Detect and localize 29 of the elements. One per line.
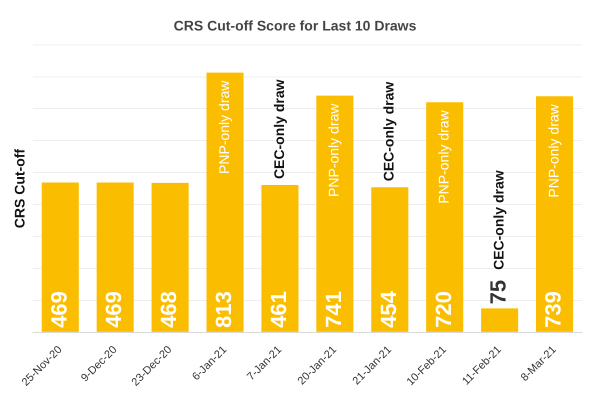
bar bbox=[206, 72, 244, 332]
bar bbox=[481, 308, 518, 332]
bar bbox=[536, 96, 574, 332]
data-label: 461 bbox=[266, 291, 292, 328]
bar bbox=[426, 102, 464, 332]
data-label: 720 bbox=[430, 291, 456, 328]
annotation: PNP-only draw bbox=[326, 102, 342, 197]
data-label: 739 bbox=[540, 291, 566, 328]
y-axis-title: CRS Cut-off bbox=[11, 148, 28, 228]
chart-title: CRS Cut-off Score for Last 10 Draws bbox=[174, 17, 417, 34]
data-label: 454 bbox=[376, 290, 401, 328]
annotation: CEC-only draw bbox=[490, 170, 506, 270]
data-label: 813 bbox=[211, 291, 236, 328]
bar bbox=[42, 182, 79, 332]
bar bbox=[261, 185, 298, 332]
data-label: 741 bbox=[320, 291, 346, 328]
annotation: PNP-only draw bbox=[216, 80, 232, 174]
annotation: CEC-only draw bbox=[270, 79, 287, 180]
data-label: 469 bbox=[46, 291, 72, 328]
annotation: CEC-only draw bbox=[380, 82, 397, 182]
bar bbox=[371, 187, 408, 332]
bar bbox=[96, 182, 134, 332]
annotation: PNP-only draw bbox=[545, 103, 562, 198]
data-label: 75 bbox=[486, 280, 511, 304]
data-label: 468 bbox=[156, 291, 182, 328]
bar bbox=[316, 96, 354, 332]
bar bbox=[152, 182, 189, 332]
data-label: 469 bbox=[101, 291, 126, 328]
annotation: PNP-only draw bbox=[436, 109, 452, 204]
